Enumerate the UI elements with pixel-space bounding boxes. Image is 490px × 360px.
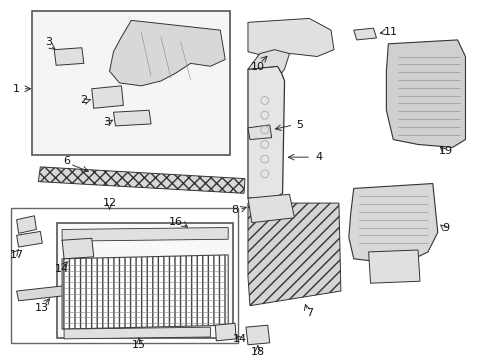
Text: 16: 16 [169, 217, 183, 227]
Text: 4: 4 [316, 152, 323, 162]
Polygon shape [354, 28, 376, 40]
Polygon shape [387, 40, 466, 147]
Text: 5: 5 [296, 120, 303, 130]
Text: 1: 1 [13, 84, 20, 94]
Polygon shape [368, 250, 420, 283]
Polygon shape [17, 231, 42, 247]
Polygon shape [349, 184, 438, 262]
Bar [32, 10, 230, 155]
Text: 9: 9 [442, 222, 449, 233]
Polygon shape [114, 110, 151, 126]
Text: 13: 13 [35, 303, 49, 312]
Text: 6: 6 [64, 156, 71, 166]
Polygon shape [248, 125, 271, 140]
Polygon shape [248, 66, 285, 198]
Polygon shape [248, 50, 290, 73]
Polygon shape [62, 228, 228, 241]
Text: 7: 7 [306, 309, 313, 319]
Text: 2: 2 [80, 95, 87, 105]
Polygon shape [92, 86, 123, 108]
Polygon shape [17, 216, 36, 233]
Polygon shape [248, 203, 341, 306]
Text: 14: 14 [233, 334, 247, 344]
Bar [57, 222, 233, 338]
Polygon shape [17, 278, 133, 301]
Text: 18: 18 [251, 347, 265, 357]
Text: 14: 14 [55, 264, 69, 274]
Text: 19: 19 [439, 146, 453, 156]
Bar [11, 208, 238, 343]
Text: 10: 10 [251, 62, 265, 72]
Text: 15: 15 [132, 340, 146, 350]
Polygon shape [62, 238, 94, 259]
Polygon shape [215, 323, 236, 341]
Polygon shape [64, 327, 210, 339]
Polygon shape [248, 194, 294, 222]
Polygon shape [62, 255, 228, 329]
Polygon shape [248, 18, 334, 58]
Polygon shape [38, 167, 245, 193]
Text: 8: 8 [232, 205, 239, 215]
Text: 17: 17 [10, 250, 24, 260]
Text: 11: 11 [383, 27, 397, 37]
Polygon shape [110, 21, 225, 86]
Text: 3: 3 [45, 37, 52, 47]
Text: 3: 3 [103, 117, 110, 127]
Text: 12: 12 [102, 198, 117, 208]
Polygon shape [54, 48, 84, 65]
Polygon shape [246, 325, 270, 345]
